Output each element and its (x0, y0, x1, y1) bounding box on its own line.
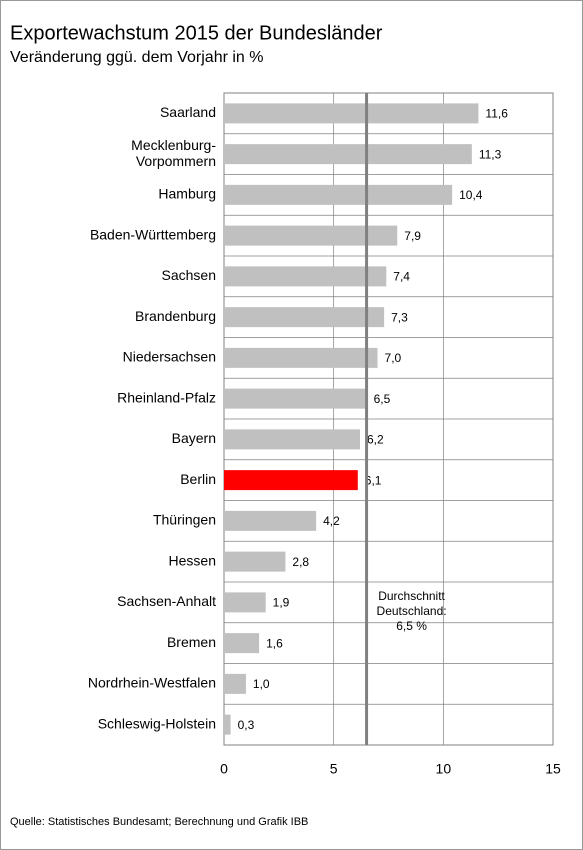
x-tick-label: 10 (436, 761, 452, 777)
category-label: Rheinland-Pfalz (117, 389, 216, 405)
bar (224, 347, 378, 368)
value-label: 6,5 (374, 392, 391, 406)
bar (224, 225, 398, 246)
chart-title: Exportewachstum 2015 der Bundesländer (10, 22, 383, 44)
category-label: Thüringen (153, 512, 216, 528)
value-label: 7,4 (393, 270, 410, 284)
value-label: 7,9 (404, 229, 421, 243)
value-label: 0,3 (238, 718, 255, 732)
bar (224, 551, 286, 572)
x-tick-label: 15 (545, 761, 561, 777)
category-label: Berlin (180, 471, 216, 487)
bar (224, 388, 367, 409)
category-label: Nordrhein-Westfalen (88, 675, 216, 691)
bar (224, 470, 358, 491)
bar (224, 429, 360, 450)
annotation: Durchschnitt Deutschland: 6,5 % (377, 589, 447, 633)
value-label: 2,8 (292, 555, 309, 569)
value-label: 1,0 (253, 677, 270, 691)
bar (224, 144, 472, 165)
category-label: Saarland (160, 104, 216, 120)
bar (224, 592, 266, 613)
bar (224, 510, 317, 531)
value-label: 6,2 (367, 433, 384, 447)
x-tick-label: 0 (220, 761, 228, 777)
category-label: Hamburg (158, 186, 216, 202)
bar (224, 266, 387, 287)
value-label: 10,4 (459, 188, 483, 202)
value-label: 1,6 (266, 636, 283, 650)
chart-subtitle: Veränderung ggü. dem Vorjahr in % (10, 49, 264, 66)
category-label: Bayern (172, 430, 216, 446)
category-label: Baden-Württemberg (90, 226, 216, 242)
bar (224, 633, 260, 654)
category-label: Schleswig-Holstein (98, 715, 216, 731)
value-label: 7,3 (391, 310, 408, 324)
category-label: Mecklenburg-Vorpommern (131, 137, 216, 169)
value-label: 11,6 (485, 107, 508, 121)
value-label: 1,9 (273, 596, 290, 610)
bar (224, 307, 385, 328)
bar (224, 103, 479, 124)
category-label: Brandenburg (135, 308, 216, 324)
category-label: Bremen (167, 634, 216, 650)
bar (224, 673, 246, 694)
bar (224, 714, 231, 735)
category-label: Sachsen (162, 267, 216, 283)
source: Quelle: Statistisches Bundesamt; Berechn… (10, 816, 308, 828)
value-label: 6,1 (365, 473, 382, 487)
category-label: Hessen (169, 552, 216, 568)
value-label: 11,3 (479, 147, 502, 161)
category-label: Niedersachsen (123, 349, 216, 365)
x-tick-label: 5 (330, 761, 338, 777)
value-label: 4,2 (323, 514, 340, 528)
value-label: 7,0 (385, 351, 402, 365)
category-label: Sachsen-Anhalt (117, 593, 216, 609)
bar (224, 184, 453, 205)
